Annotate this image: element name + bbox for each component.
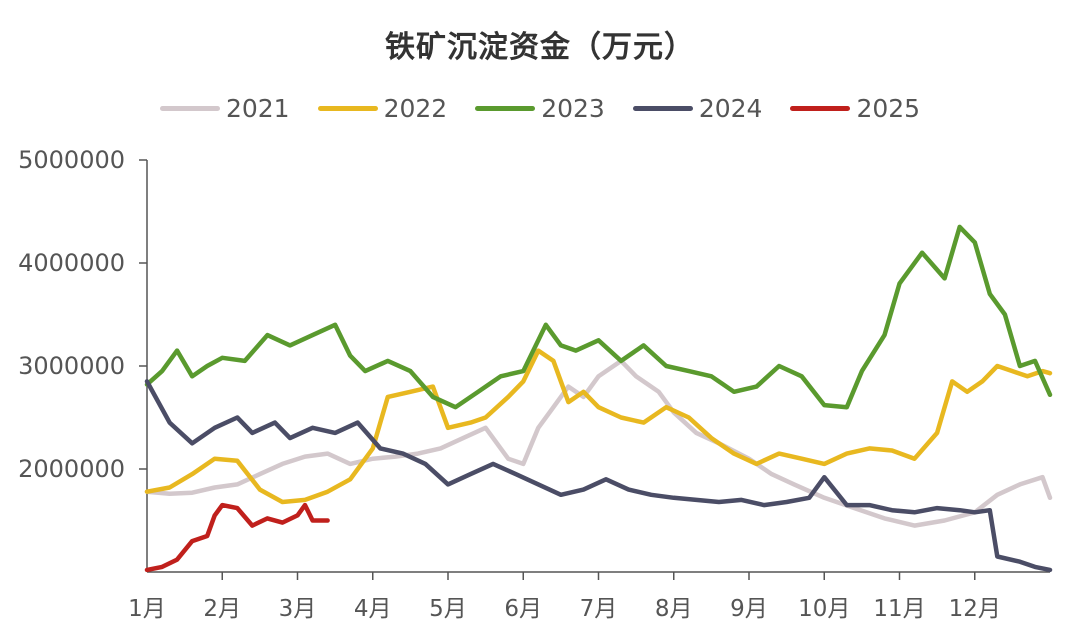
chart-legend: 2021 2022 2023 2024 2025 bbox=[0, 88, 1080, 128]
y-tick-label: 4000000 bbox=[18, 249, 125, 277]
x-tick-label: 6月 bbox=[504, 596, 542, 622]
legend-label: 2021 bbox=[225, 93, 290, 123]
legend-item-2023: 2023 bbox=[475, 94, 605, 123]
series-line-2022 bbox=[144, 348, 1053, 505]
series-line-2023 bbox=[144, 224, 1053, 410]
legend-swatch bbox=[790, 105, 851, 111]
x-tick-label: 1月 bbox=[128, 596, 166, 622]
legend-label: 2022 bbox=[383, 93, 448, 123]
x-tick-label: 7月 bbox=[580, 596, 618, 622]
x-tick-label: 10月 bbox=[798, 596, 850, 622]
legend-swatch bbox=[317, 105, 378, 111]
chart-title: 铁矿沉淀资金（万元） bbox=[385, 30, 695, 65]
x-tick-label: 12月 bbox=[949, 596, 1001, 622]
legend-item-2025: 2025 bbox=[790, 94, 920, 123]
legend-item-2021: 2021 bbox=[159, 93, 290, 123]
x-tick-label: 4月 bbox=[354, 596, 392, 622]
legend-label: 2023 bbox=[541, 93, 605, 123]
legend-item-2022: 2022 bbox=[317, 93, 448, 123]
y-tick-label: 3000000 bbox=[18, 352, 125, 380]
legend-label: 2025 bbox=[856, 93, 921, 123]
x-tick-label: 11月 bbox=[873, 596, 925, 622]
x-tick-label: 9月 bbox=[730, 596, 768, 622]
legend-swatch bbox=[632, 105, 693, 111]
legend-label: 2024 bbox=[698, 93, 763, 123]
x-tick-label: 3月 bbox=[279, 596, 317, 622]
legend-swatch bbox=[159, 105, 220, 111]
legend-swatch bbox=[475, 105, 536, 111]
x-tick-label: 8月 bbox=[655, 596, 693, 622]
y-tick-label: 2000000 bbox=[18, 455, 125, 483]
series-line-2024 bbox=[144, 379, 1053, 573]
series-line-2025 bbox=[144, 502, 330, 573]
series-line-2021 bbox=[144, 358, 1053, 528]
x-tick-label: 5月 bbox=[429, 596, 467, 622]
legend-item-2024: 2024 bbox=[632, 93, 763, 123]
x-tick-label: 2月 bbox=[203, 596, 241, 622]
y-tick-label: 5000000 bbox=[18, 146, 125, 174]
